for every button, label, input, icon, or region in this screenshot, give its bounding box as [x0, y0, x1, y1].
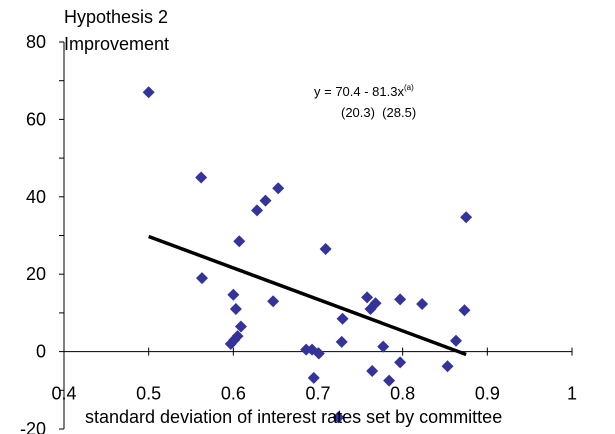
y-tick-label: 80: [26, 32, 46, 52]
data-point: [234, 320, 247, 333]
data-point: [195, 171, 208, 184]
data-point: [441, 360, 454, 373]
data-point: [458, 304, 471, 317]
standard-errors-annotation: (20.3) (28.5): [341, 105, 416, 120]
data-point: [366, 364, 379, 377]
regression-line: [148, 234, 467, 357]
chart-title: Hypothesis 2: [64, 7, 168, 27]
data-point: [259, 194, 272, 207]
equation-superscript: (a): [404, 83, 414, 92]
ticks: [59, 41, 573, 430]
data-point: [460, 211, 473, 224]
data-point: [233, 235, 246, 248]
data-point: [383, 374, 396, 387]
data-point: [307, 371, 320, 384]
data-points: [142, 86, 473, 424]
data-point: [267, 295, 280, 308]
x-tick-label: 0.9: [475, 384, 500, 404]
data-point: [142, 86, 155, 99]
data-point: [319, 243, 332, 256]
x-tick-label: 0.5: [136, 384, 161, 404]
x-axis-label: standard deviation of interest rates set…: [85, 407, 502, 427]
y-tick-label: -20: [20, 419, 46, 434]
equation-annotation: y = 70.4 - 81.3x(a): [314, 83, 414, 99]
y-tick-label: 60: [26, 109, 46, 129]
data-point: [335, 335, 348, 348]
data-point: [450, 334, 463, 347]
y-tick-label: 40: [26, 187, 46, 207]
x-tick-label: 0.4: [51, 384, 76, 404]
data-point: [227, 288, 240, 301]
data-point: [377, 340, 390, 353]
regression-line-group: [148, 234, 467, 357]
x-tick-label: 1: [567, 384, 577, 404]
equation-text: y = 70.4 - 81.3x: [314, 84, 404, 99]
tick-labels: -20 0 20 40 60 80 0.4 0.5 0.6 0.7 0.8 0.9 1: [20, 32, 577, 434]
y-axis-label: Improvement: [64, 34, 169, 54]
x-tick-label: 0.6: [221, 384, 246, 404]
data-point: [229, 303, 242, 316]
x-tick-label: 0.8: [390, 384, 415, 404]
axes: [63, 42, 572, 429]
data-point: [312, 347, 325, 360]
data-point: [394, 356, 407, 369]
data-point: [369, 297, 382, 310]
data-point: [416, 297, 429, 310]
data-point: [272, 182, 285, 195]
data-point: [251, 204, 264, 217]
data-point: [361, 291, 374, 304]
y-tick-label: 20: [26, 264, 46, 284]
data-point: [336, 312, 349, 325]
x-tick-label: 0.7: [305, 384, 330, 404]
y-tick-label: 0: [36, 342, 46, 362]
data-point: [231, 330, 244, 343]
data-point: [332, 411, 345, 424]
data-point: [196, 272, 209, 285]
data-point: [394, 293, 407, 306]
